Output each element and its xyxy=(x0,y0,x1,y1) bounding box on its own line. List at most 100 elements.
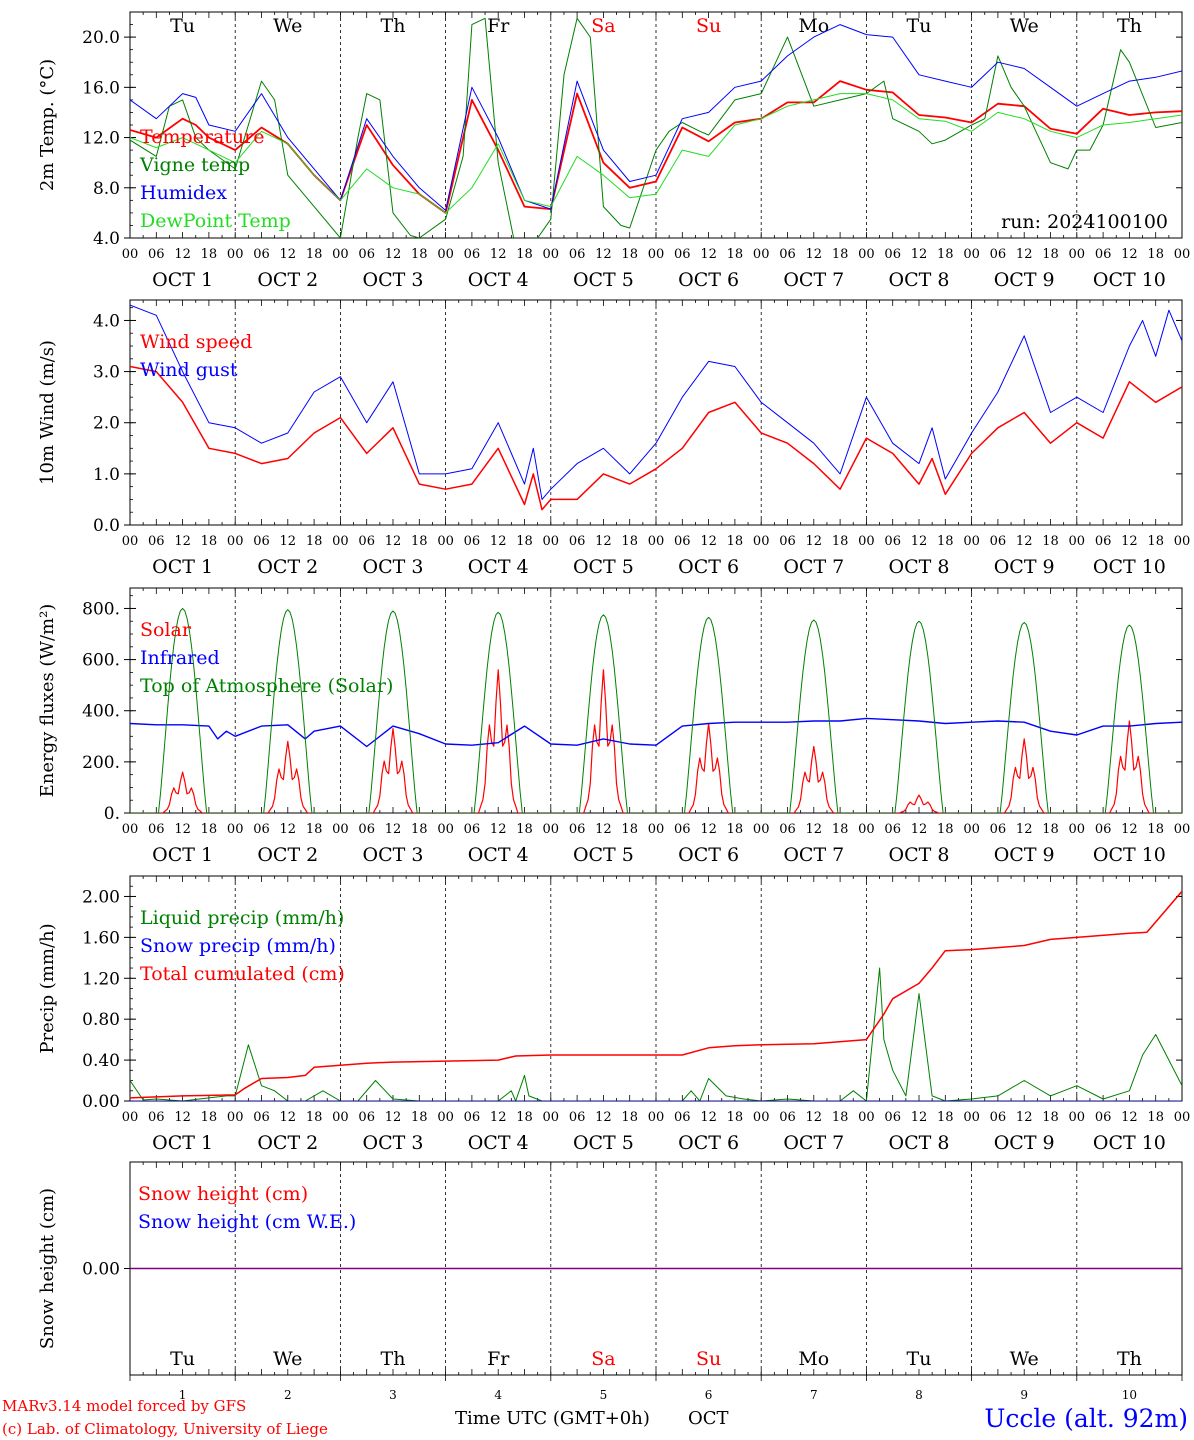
day-name: Fr xyxy=(487,1348,510,1370)
hour-label: 00 xyxy=(437,534,454,549)
series-liquid-precip-mm-h xyxy=(130,967,1182,1101)
hour-label: 06 xyxy=(148,534,165,549)
hour-label: 00 xyxy=(332,534,349,549)
y-axis-label: Energy fluxes (W/m²) xyxy=(37,604,58,798)
hour-label: 18 xyxy=(411,247,428,262)
hour-label: 18 xyxy=(1147,534,1164,549)
hour-label: 00 xyxy=(1174,822,1191,837)
y-tick-label: 0.00 xyxy=(82,1092,120,1112)
hour-label: 06 xyxy=(148,822,165,837)
date-label: OCT 9 xyxy=(994,269,1055,291)
hour-label: 06 xyxy=(358,822,375,837)
series-temperature xyxy=(130,80,1182,214)
day-number: 4 xyxy=(494,1388,502,1402)
hour-label: 00 xyxy=(963,247,980,262)
day-name: Th xyxy=(381,15,406,37)
y-tick-label: 0.00 xyxy=(82,1260,120,1280)
hour-label: 00 xyxy=(1069,247,1086,262)
hour-label: 00 xyxy=(1174,534,1191,549)
hour-label: 18 xyxy=(937,822,954,837)
hour-label: 18 xyxy=(306,247,323,262)
hour-label: 12 xyxy=(1016,822,1033,837)
date-label: OCT 4 xyxy=(468,844,529,866)
day-number: 8 xyxy=(915,1388,923,1402)
y-tick-label: 1.20 xyxy=(82,969,120,989)
series-group xyxy=(130,608,1182,813)
hour-label: 12 xyxy=(911,534,928,549)
series-dewpoint-temp xyxy=(130,93,1182,214)
hour-label: 18 xyxy=(832,1110,849,1125)
hour-label: 12 xyxy=(1121,1110,1138,1125)
hour-label: 00 xyxy=(437,1110,454,1125)
hour-label: 18 xyxy=(832,822,849,837)
hour-label: 18 xyxy=(832,247,849,262)
hour-label: 18 xyxy=(1042,822,1059,837)
hour-label: 18 xyxy=(727,247,744,262)
hour-label: 00 xyxy=(122,822,139,837)
hour-label: 06 xyxy=(253,247,270,262)
day-name: Tu xyxy=(907,15,932,37)
hour-label: 06 xyxy=(674,534,691,549)
hour-label: 06 xyxy=(779,822,796,837)
date-label: OCT 4 xyxy=(468,1132,529,1154)
hour-label: 18 xyxy=(937,247,954,262)
legend-entry: Total cumulated (cm) xyxy=(140,963,345,985)
hour-label: 12 xyxy=(700,534,717,549)
hour-label: 12 xyxy=(911,1110,928,1125)
legend-entry: Snow height (cm W.E.) xyxy=(138,1211,356,1233)
day-name: Tu xyxy=(170,15,195,37)
legend-entry: DewPoint Temp xyxy=(140,210,291,232)
y-axis-label: 10m Wind (m/s) xyxy=(37,340,58,485)
hour-label: 00 xyxy=(543,247,560,262)
series-wind-speed xyxy=(130,365,1182,511)
hour-label: 00 xyxy=(963,1110,980,1125)
hour-label: 12 xyxy=(806,534,823,549)
hour-label: 00 xyxy=(858,1110,875,1125)
date-label: OCT 9 xyxy=(994,844,1055,866)
hour-label: 06 xyxy=(569,534,586,549)
panel-energy: 0. 200. 400. 600. 800. Energy fluxes (W/m²) 00… xyxy=(37,587,1191,866)
day-number: 7 xyxy=(810,1388,818,1402)
hour-label: 06 xyxy=(674,822,691,837)
hour-label: 12 xyxy=(385,822,402,837)
day-name: Th xyxy=(381,1348,406,1370)
hour-label: 12 xyxy=(1121,247,1138,262)
day-name: Fr xyxy=(487,15,510,37)
hour-label: 18 xyxy=(621,822,638,837)
hour-label: 00 xyxy=(963,822,980,837)
hour-label: 18 xyxy=(937,534,954,549)
series-infrared xyxy=(130,717,1182,748)
hour-label: 18 xyxy=(411,822,428,837)
hour-label: 18 xyxy=(937,1110,954,1125)
y-tick-label: 3.0 xyxy=(93,363,120,383)
date-label: OCT 7 xyxy=(783,556,844,578)
series-total-cumulated-cm xyxy=(130,890,1182,1099)
hour-label: 18 xyxy=(832,534,849,549)
date-label: OCT 1 xyxy=(152,844,213,866)
date-label: OCT 7 xyxy=(783,1132,844,1154)
hour-label: 06 xyxy=(779,534,796,549)
hour-label: 00 xyxy=(227,534,244,549)
hour-label: 00 xyxy=(648,534,665,549)
hour-label: 00 xyxy=(1069,1110,1086,1125)
model-credit: MARv3.14 model forced by GFS xyxy=(2,1397,246,1415)
day-number: 9 xyxy=(1020,1388,1028,1402)
hour-label: 18 xyxy=(516,822,533,837)
day-number: 6 xyxy=(705,1388,713,1402)
hour-label: 00 xyxy=(753,822,770,837)
hour-label: 06 xyxy=(1095,822,1112,837)
hour-label: 00 xyxy=(227,1110,244,1125)
hour-label: 18 xyxy=(1147,822,1164,837)
date-label: OCT 2 xyxy=(257,556,318,578)
hour-label: 06 xyxy=(884,534,901,549)
hour-label: 00 xyxy=(122,1110,139,1125)
hour-label: 06 xyxy=(674,247,691,262)
hour-label: 12 xyxy=(1121,534,1138,549)
y-axis-label: Precip (mm/h) xyxy=(37,923,58,1053)
hour-label: 06 xyxy=(1095,1110,1112,1125)
hour-label: 00 xyxy=(1174,1110,1191,1125)
series-vigne-temp xyxy=(130,17,1182,238)
hour-label: 18 xyxy=(1147,247,1164,262)
hour-label: 06 xyxy=(884,247,901,262)
